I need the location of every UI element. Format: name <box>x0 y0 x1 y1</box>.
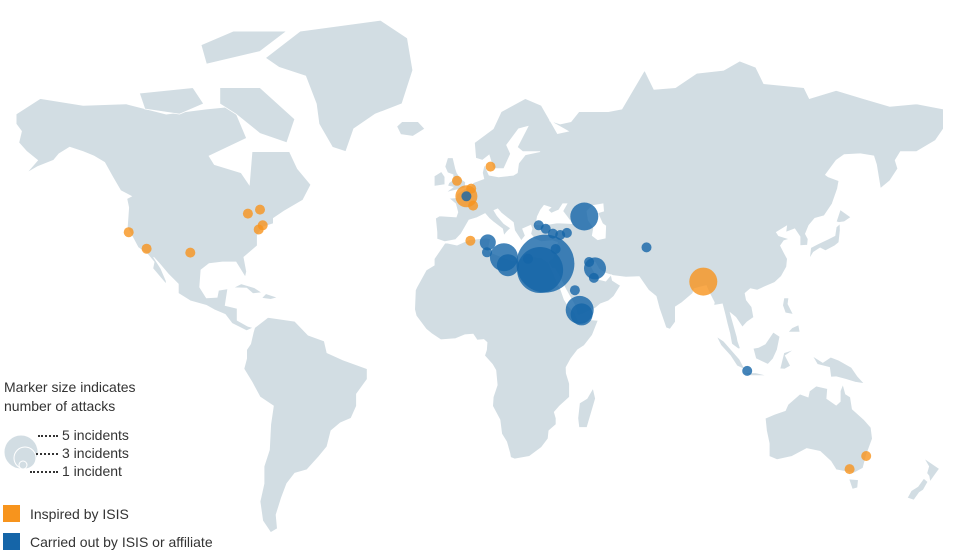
marker-isis-attack <box>742 365 753 376</box>
marker-isis-attack <box>479 234 496 251</box>
marker-isis-attack <box>570 202 599 231</box>
marker-isis-attack <box>523 253 533 264</box>
marker-isis-attack <box>540 223 551 234</box>
marker-inspired-attack <box>689 267 718 296</box>
marker-isis-attack <box>569 285 580 296</box>
landmass-hispaniola <box>260 293 280 300</box>
marker-inspired-attack <box>466 183 477 194</box>
landmass-south-america <box>243 316 368 534</box>
landmass-madagascar <box>577 387 596 428</box>
marker-isis-attack <box>461 191 472 202</box>
landmass-greenland <box>264 19 414 153</box>
attack-markers-layer <box>123 161 872 475</box>
marker-isis-attack <box>482 247 492 258</box>
marker-isis-attack <box>588 272 599 283</box>
landmass-baffin-island <box>219 87 296 144</box>
landmass-japan-hokkaido <box>835 208 852 223</box>
landmass-cuba <box>233 283 264 295</box>
marker-inspired-attack <box>253 224 264 235</box>
marker-isis-attack <box>570 303 593 326</box>
landmass-victoria-island <box>138 87 205 115</box>
marker-isis-attack <box>561 227 572 238</box>
marker-inspired-attack <box>255 204 265 215</box>
marker-inspired-attack <box>185 247 196 258</box>
marker-inspired-attack <box>452 175 462 186</box>
landmass-new-zealand-north <box>923 457 940 483</box>
marker-isis-attack <box>550 244 561 254</box>
black-sea <box>535 203 574 226</box>
landmass-sumatra <box>715 335 747 371</box>
marker-inspired-attack <box>485 161 496 172</box>
marker-inspired-attack <box>861 451 872 461</box>
marker-inspired-attack <box>123 227 134 238</box>
landmass-japan-honshu <box>809 222 841 260</box>
marker-inspired-attack <box>468 200 479 211</box>
landmass-tasmania <box>848 478 859 490</box>
landmass-iceland <box>396 121 426 137</box>
land-layer <box>15 19 944 534</box>
landmass-borneo <box>752 331 781 365</box>
landmass-mindanao <box>787 324 801 333</box>
landmass-ireland <box>433 170 446 187</box>
landmass-sulawesi <box>779 348 795 370</box>
marker-inspired-attack <box>242 208 253 219</box>
landmass-new-guinea <box>811 355 866 385</box>
landmass-ellesmere-island <box>200 30 288 65</box>
landmass-new-zealand-south <box>906 477 929 501</box>
landmass-north-america <box>15 98 312 332</box>
landmass-luzon <box>782 297 795 315</box>
marker-inspired-attack <box>141 243 152 254</box>
marker-isis-attack <box>641 242 652 253</box>
marker-inspired-attack <box>844 464 855 475</box>
marker-isis-attack <box>584 257 595 267</box>
marker-isis-attack <box>496 254 519 277</box>
landmass-australia <box>764 382 873 474</box>
marker-inspired-attack <box>465 235 476 246</box>
